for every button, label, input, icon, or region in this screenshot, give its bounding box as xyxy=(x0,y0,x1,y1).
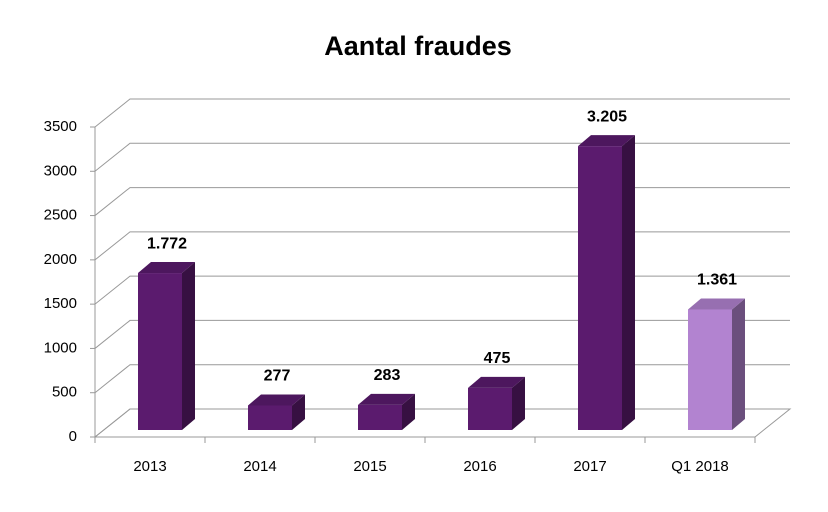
x-tick-label: 2014 xyxy=(243,458,276,475)
bar-side xyxy=(182,262,195,430)
bar xyxy=(578,146,622,430)
grid-line xyxy=(94,275,790,305)
grid-line xyxy=(94,142,790,172)
x-tick-label: 2013 xyxy=(133,458,166,475)
grid-line xyxy=(94,364,790,394)
bar-side xyxy=(622,135,635,430)
x-tick-label: 2017 xyxy=(573,458,606,475)
y-tick-label: 0 xyxy=(69,428,77,445)
x-tick-label: Q1 2018 xyxy=(671,458,729,475)
bar xyxy=(138,273,182,430)
bar-top xyxy=(578,135,635,147)
floor xyxy=(93,408,792,438)
chart-title: Aantal fraudes xyxy=(324,31,512,61)
grid-line xyxy=(94,98,790,128)
bar xyxy=(358,404,402,430)
value-label: 283 xyxy=(374,367,401,384)
grid-line xyxy=(94,408,790,438)
y-tick-label: 3000 xyxy=(44,162,77,179)
grid-line xyxy=(94,319,790,349)
y-tick-label: 1500 xyxy=(44,295,77,312)
grid-line xyxy=(94,187,790,216)
bar-top xyxy=(688,298,745,310)
value-label: 1.772 xyxy=(147,235,187,252)
bar-top xyxy=(248,394,305,406)
value-label: 277 xyxy=(264,368,291,385)
bar-side xyxy=(292,394,305,430)
bar-side xyxy=(512,376,525,430)
y-tick-label: 500 xyxy=(52,384,77,401)
value-label: 475 xyxy=(484,350,511,367)
y-tick-label: 2000 xyxy=(44,251,77,268)
bar-side xyxy=(402,393,415,430)
y-tick-label: 3500 xyxy=(44,118,77,135)
grid-line xyxy=(94,231,790,261)
x-tick-label: 2015 xyxy=(353,458,386,475)
bar xyxy=(248,405,292,430)
bar xyxy=(688,309,732,430)
value-label: 3.205 xyxy=(587,108,627,125)
bar-top xyxy=(138,262,195,274)
x-tick-label: 2016 xyxy=(463,458,496,475)
bar-top xyxy=(358,393,415,405)
bar-side xyxy=(732,298,745,430)
bar xyxy=(468,387,512,430)
y-tick-label: 1000 xyxy=(44,339,77,356)
y-tick-label: 2500 xyxy=(44,207,77,224)
value-label: 1.361 xyxy=(697,272,737,289)
bar-top xyxy=(468,376,525,388)
